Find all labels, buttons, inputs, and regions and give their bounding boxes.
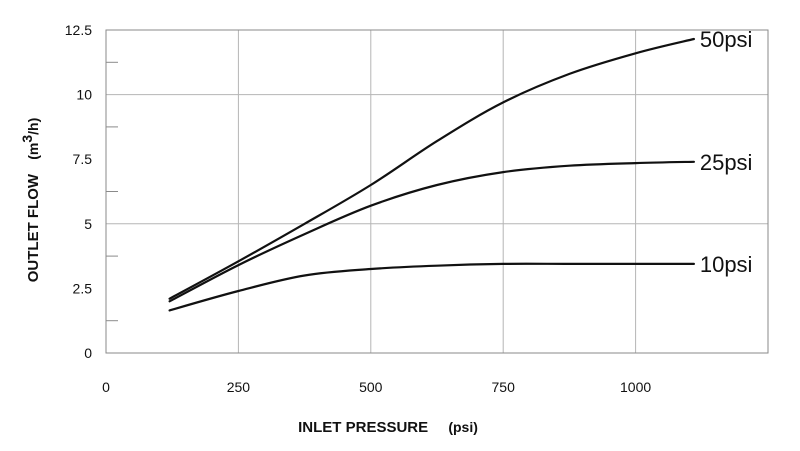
y-axis-title: OUTLET FLOW (m3/h) — [19, 118, 42, 283]
y-tick-label: 10 — [76, 87, 92, 103]
y-tick-label: 7.5 — [73, 151, 93, 167]
y-tick-label: 12.5 — [65, 22, 92, 38]
plot-frame — [105, 29, 769, 354]
series-label-layer: 50psi 25psi 10psi — [700, 27, 753, 277]
series-label-25psi: 25psi — [700, 150, 753, 175]
x-tick-label: 250 — [227, 379, 251, 395]
x-tick-label: 1000 — [620, 379, 651, 395]
series-line-10psi — [168, 262, 695, 312]
series-line-25psi — [168, 160, 695, 303]
series-line-50psi — [168, 37, 695, 300]
x-axis-title: INLET PRESSURE (psi) — [298, 419, 478, 436]
x-axis-unit: (psi) — [448, 419, 478, 435]
curve-layer — [168, 37, 695, 312]
y-axis-label: OUTLET FLOW — [25, 173, 42, 282]
grid-layer — [105, 29, 769, 354]
y-tick-label-layer: 0 2.5 5 7.5 10 12.5 — [65, 22, 92, 361]
y-axis-unit-sup: 3 — [19, 135, 35, 143]
y-tick-label: 0 — [84, 345, 92, 361]
x-tick-label: 0 — [102, 379, 110, 395]
y-axis-unit-prefix: (m — [25, 143, 41, 160]
x-tick-label: 750 — [492, 379, 516, 395]
minor-tick-layer — [106, 61, 118, 322]
x-tick-label-layer: 0 250 500 750 1000 — [102, 379, 651, 395]
x-tick-label: 500 — [359, 379, 383, 395]
series-label-50psi: 50psi — [700, 27, 753, 52]
y-tick-label: 2.5 — [73, 280, 93, 296]
series-label-10psi: 10psi — [700, 252, 753, 277]
y-axis-unit-suffix: /h) — [25, 118, 41, 135]
x-axis-label: INLET PRESSURE — [298, 419, 428, 436]
y-tick-label: 5 — [84, 216, 92, 232]
